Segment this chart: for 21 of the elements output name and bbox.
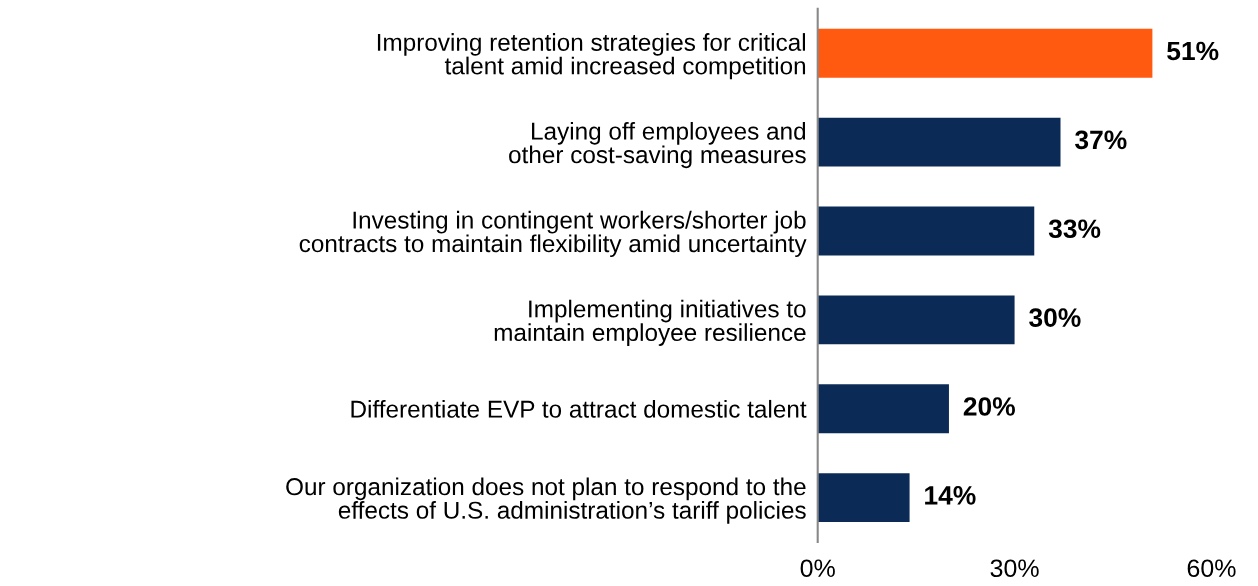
data-label: 33% — [1048, 219, 1101, 239]
y-tick-label: Investing in contingent workers/shorter job contracts to maintain flexibility amid uncertainty — [299, 210, 807, 258]
y-tick-label: Differentiate EVP to attract domestic talent — [351, 399, 807, 418]
y-tick-label: Implementing initiatives to maintain employee resilience — [494, 299, 806, 346]
data-label: 30% — [1029, 308, 1081, 327]
bar — [817, 295, 1015, 345]
y-tick-label: Our organization does not plan to respond to the effects of U.S. administration’s tariff policies — [286, 477, 806, 524]
data-label: 20% — [963, 397, 1015, 416]
x-tick-label: 30% — [990, 559, 1039, 578]
data-label: 51% — [1167, 41, 1219, 61]
bar — [817, 117, 1061, 167]
bar — [817, 473, 910, 523]
x-tick-label: 0% — [800, 559, 835, 578]
data-label: 37% — [1075, 130, 1127, 150]
y-tick-label: Improving retention strategies for critical talent amid increased competition — [377, 33, 806, 80]
bar — [817, 384, 949, 434]
bar — [817, 206, 1035, 256]
bar — [817, 28, 1153, 78]
x-tick-label: 60% — [1187, 559, 1236, 578]
data-label: 14% — [925, 486, 976, 505]
y-tick-label: Laying off employees and other cost-saving measures — [509, 121, 806, 169]
